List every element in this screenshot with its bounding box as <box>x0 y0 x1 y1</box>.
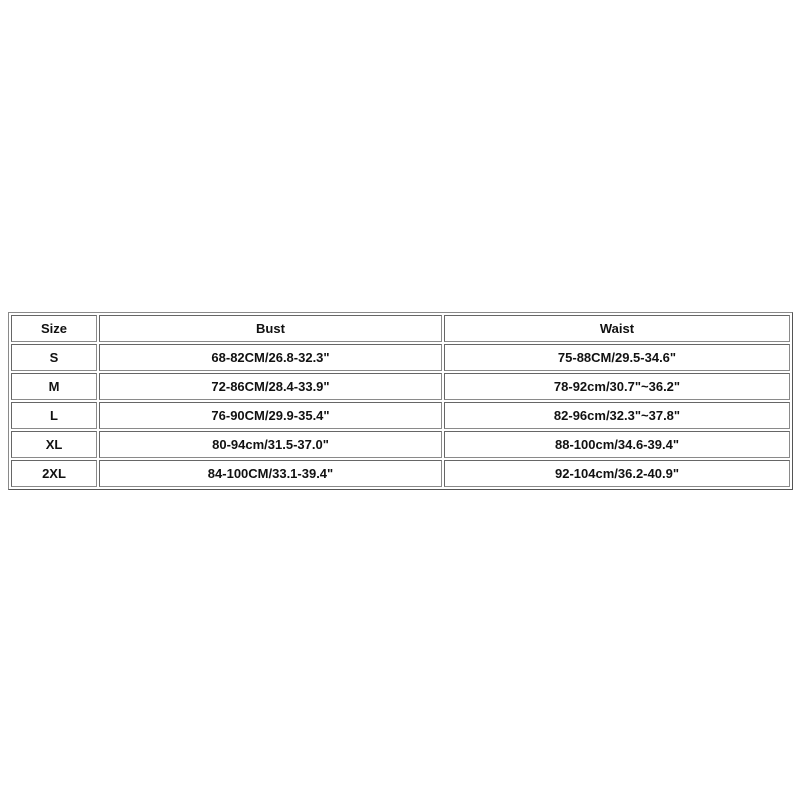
bust-cell: 84-100CM/33.1-39.4" <box>99 460 442 487</box>
header-bust: Bust <box>99 315 442 342</box>
bust-cell: 68-82CM/26.8-32.3" <box>99 344 442 371</box>
waist-cell: 88-100cm/34.6-39.4" <box>444 431 790 458</box>
header-row: Size Bust Waist <box>11 315 790 342</box>
table-row: M 72-86CM/28.4-33.9" 78-92cm/30.7"~36.2" <box>11 373 790 400</box>
header-size: Size <box>11 315 97 342</box>
table-row: S 68-82CM/26.8-32.3" 75-88CM/29.5-34.6" <box>11 344 790 371</box>
size-cell: L <box>11 402 97 429</box>
table-row: L 76-90CM/29.9-35.4" 82-96cm/32.3"~37.8" <box>11 402 790 429</box>
waist-cell: 82-96cm/32.3"~37.8" <box>444 402 790 429</box>
table-row: 2XL 84-100CM/33.1-39.4" 92-104cm/36.2-40… <box>11 460 790 487</box>
size-cell: 2XL <box>11 460 97 487</box>
waist-cell: 78-92cm/30.7"~36.2" <box>444 373 790 400</box>
bust-cell: 76-90CM/29.9-35.4" <box>99 402 442 429</box>
bust-cell: 80-94cm/31.5-37.0" <box>99 431 442 458</box>
size-chart-table: Size Bust Waist S 68-82CM/26.8-32.3" 75-… <box>8 312 793 490</box>
bust-cell: 72-86CM/28.4-33.9" <box>99 373 442 400</box>
size-cell: M <box>11 373 97 400</box>
waist-cell: 92-104cm/36.2-40.9" <box>444 460 790 487</box>
size-cell: S <box>11 344 97 371</box>
size-cell: XL <box>11 431 97 458</box>
header-waist: Waist <box>444 315 790 342</box>
waist-cell: 75-88CM/29.5-34.6" <box>444 344 790 371</box>
table-row: XL 80-94cm/31.5-37.0" 88-100cm/34.6-39.4… <box>11 431 790 458</box>
